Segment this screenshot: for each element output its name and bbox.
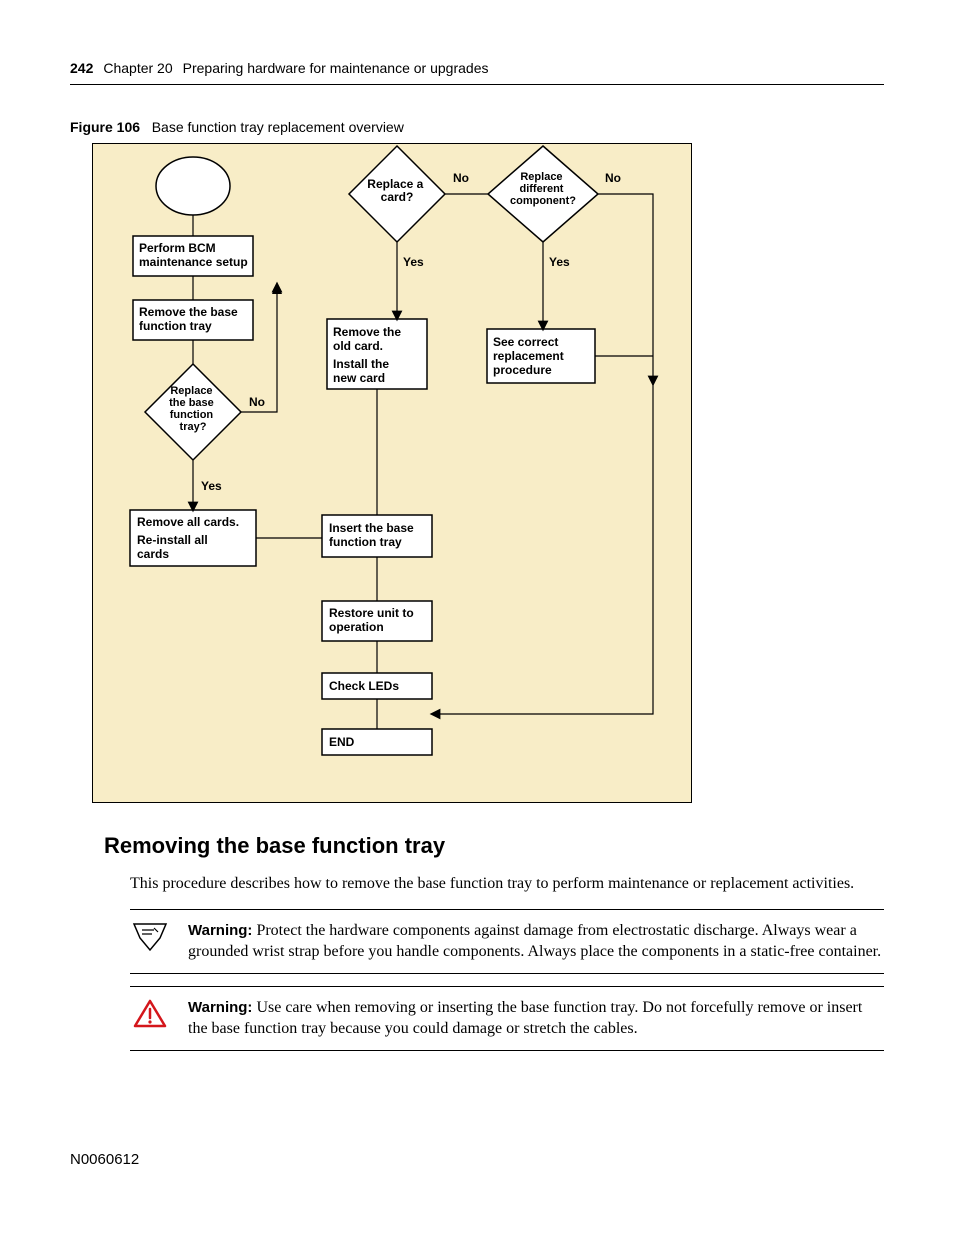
- edge-label-yes: Yes: [549, 255, 570, 269]
- edge-label-no: No: [249, 395, 265, 409]
- figure-title: Base function tray replacement overview: [152, 119, 404, 135]
- warning-body: Use care when removing or inserting the …: [188, 999, 862, 1038]
- warning-label: Warning:: [188, 922, 252, 939]
- node-start: [156, 157, 230, 215]
- warning-body: Protect the hardware components against …: [188, 922, 881, 961]
- edge: [432, 382, 653, 714]
- section-paragraph: This procedure describes how to remove t…: [130, 873, 884, 895]
- edge-label-yes: Yes: [201, 479, 222, 493]
- warning-care-text: Warning: Use care when removing or inser…: [188, 997, 884, 1040]
- page-number: 242: [70, 60, 93, 76]
- warning-label: Warning:: [188, 999, 252, 1016]
- figure-number: Figure 106: [70, 119, 140, 135]
- warning-esd: Warning: Protect the hardware components…: [130, 909, 884, 974]
- chapter-label: Chapter 20: [103, 60, 172, 76]
- warning-triangle-icon: [130, 997, 170, 1029]
- edge-label-no: No: [453, 171, 469, 185]
- page-content: 242 Chapter 20 Preparing hardware for ma…: [0, 0, 954, 1208]
- flowchart-diagram: Perform BCM maintenance setup Remove the…: [92, 143, 692, 803]
- edge-label-no: No: [605, 171, 621, 185]
- warning-care: Warning: Use care when removing or inser…: [130, 986, 884, 1051]
- flowchart-svg: Perform BCM maintenance setup Remove the…: [93, 144, 693, 804]
- page-header: 242 Chapter 20 Preparing hardware for ma…: [70, 60, 884, 78]
- note-icon: [130, 920, 170, 952]
- footer-doc-id: N0060612: [70, 1151, 884, 1168]
- edge-label-yes: Yes: [403, 255, 424, 269]
- node-end-text: END: [329, 735, 355, 749]
- chapter-title: Preparing hardware for maintenance or up…: [183, 60, 489, 76]
- node-check-leds-text: Check LEDs: [329, 679, 399, 693]
- header-rule: [70, 84, 884, 85]
- arrowhead-up: [272, 282, 282, 294]
- warning-esd-text: Warning: Protect the hardware components…: [188, 920, 884, 963]
- figure-caption: Figure 106 Base function tray replacemen…: [70, 119, 884, 135]
- flowchart-container: Perform BCM maintenance setup Remove the…: [92, 143, 884, 803]
- section-heading: Removing the base function tray: [104, 833, 884, 859]
